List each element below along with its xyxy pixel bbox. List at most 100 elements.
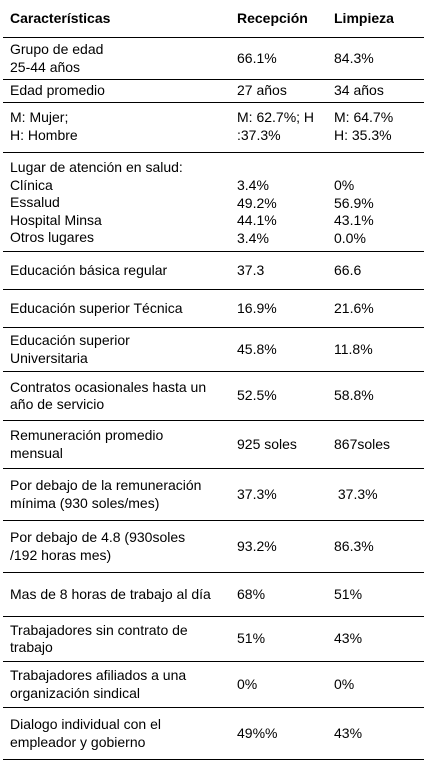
table-row: Educación superior Técnica 16.9% 21.6% [3, 290, 424, 328]
table-cell: Educación superior Universitaria [3, 328, 227, 371]
table-row: Dialogo individual con el empleador y gob… [3, 708, 424, 760]
table-cell: Lugar de atención en salud: Clínica Essalu… [3, 153, 227, 251]
table-cell: Edad promedio [3, 80, 227, 102]
table-cell: Contratos ocasionales hasta un año de ser… [3, 372, 227, 420]
cell-text: :37.3% [237, 126, 281, 143]
cell-text: Por debajo de la remuneración [10, 477, 202, 493]
table-cell: Remuneración promedio mensual [3, 421, 227, 468]
table-cell: Educación básica regular [3, 252, 227, 289]
cell-text: 34 años [334, 82, 384, 99]
cell-text: H: 35.3% [334, 126, 392, 143]
cell-text: 84.3% [334, 49, 374, 66]
header-cell: Limpieza [334, 9, 394, 26]
table-row: Educación básica regular 37.3 66.6 [3, 252, 424, 290]
table-cell: 0% [325, 662, 424, 707]
cell-text: 3.4% [237, 229, 269, 246]
cell-text: Grupo de edad [10, 41, 104, 57]
table-cell: 43% [325, 617, 424, 661]
cell-text: 49%% [237, 724, 278, 741]
cell-text: empleador y gobierno [10, 733, 146, 750]
cell-text: Por debajo de 4.8 (930soles [10, 529, 186, 545]
table-cell: M: Mujer; H: Hombre [3, 103, 227, 152]
table-cell: 68% [227, 573, 325, 616]
cell-text: organización sindical [10, 684, 140, 701]
header-cell: Características [10, 9, 111, 26]
cell-text: 86.3% [334, 537, 374, 554]
cell-text: Essalud [10, 194, 60, 210]
table-cell: Trabajadores sin contrato de trabajo [3, 617, 227, 661]
cell-text: 49.2% [237, 194, 277, 211]
cell-text: 925 soles [237, 435, 297, 452]
cell-text: 43% [334, 724, 363, 741]
cell-text: Lugar de atención en salud: [10, 159, 183, 175]
table-cell: Por debajo de la remuneración mínima (930… [3, 469, 227, 520]
table-row: Mas de 8 horas de trabajo al día 68% 51% [3, 573, 424, 617]
cell-text: 68% [237, 585, 266, 602]
cell-text: Clínica [10, 176, 53, 193]
table-row: Remuneración promedio mensual 925 soles 867… [3, 421, 424, 469]
cell-text: 66.1% [237, 49, 277, 66]
table-cell: 66.1% [227, 38, 325, 79]
table-cell: 16.9% [227, 290, 325, 327]
cell-text: 0% [334, 177, 355, 193]
cell-text: año de servicio [10, 396, 105, 412]
cell-text: Edad promedio [10, 82, 105, 99]
table-cell: 3.4% 49.2% 44.1% 3.4% [227, 153, 325, 251]
header-cell: Recepción [237, 9, 308, 26]
table-cell: 37.3% [227, 469, 325, 520]
cell-text: 37.3% [334, 485, 378, 502]
cell-text: 25-44 años [10, 58, 81, 75]
table-cell: 45.8% [227, 328, 325, 371]
cell-text: 3.4% [237, 177, 269, 193]
cell-text: Remuneración promedio [10, 427, 164, 443]
cell-text: 0% [237, 675, 258, 692]
table-row: Contratos ocasionales hasta un año de ser… [3, 372, 424, 421]
table-cell: 86.3% [325, 521, 424, 572]
table-cell: 867soles [325, 421, 424, 468]
table-row: Trabajadores afiliados a una organización… [3, 662, 424, 708]
table-cell: Trabajadores afiliados a una organización… [3, 662, 227, 707]
table-cell: Grupo de edad 25-44 años [3, 38, 227, 79]
cell-text: 867soles [334, 435, 391, 452]
table-row: Lugar de atención en salud: Clínica Essalu… [3, 153, 424, 252]
cell-text: mínima (930 soles/mes) [10, 494, 160, 511]
cell-text: 43% [334, 630, 363, 647]
table-cell: 37.3% [325, 469, 424, 520]
table-cell: 66.6 [325, 252, 424, 289]
cell-text: trabajo [10, 639, 53, 655]
cell-text: M: Mujer; [10, 109, 69, 125]
table-row: M: Mujer; H: Hombre M: 62.7%; H:37.3% M: 64… [3, 103, 424, 153]
table-cell: Por debajo de 4.8 (930soles/192 horas me… [3, 521, 227, 572]
table-cell: 52.5% [227, 372, 325, 420]
table-row: Por debajo de la remuneración mínima (930… [3, 469, 424, 521]
table-cell: 11.8% [325, 328, 424, 371]
table-row: Trabajadores sin contrato de trabajo 51% 43… [3, 617, 424, 662]
cell-text: Hospital Minsa [10, 211, 102, 228]
table-cell: 0% 56.9% 43.1% 0.0% [325, 153, 424, 251]
table-cell: M: 64.7% H: 35.3% [325, 103, 424, 152]
cell-text: 16.9% [237, 299, 277, 316]
cell-text: Dialogo individual con el [10, 716, 161, 732]
cell-text: Educación básica regular [10, 261, 168, 278]
cell-text: 21.6% [334, 299, 374, 316]
cell-text: 66.6 [334, 261, 362, 278]
table-cell: 21.6% [325, 290, 424, 327]
cell-text: Contratos ocasionales hasta un [10, 378, 207, 395]
table-cell: Dialogo individual con el empleador y gob… [3, 708, 227, 759]
cell-text: 44.1% [237, 212, 277, 228]
cell-text: 93.2% [237, 537, 277, 554]
cell-text: Otros lugares [10, 229, 95, 245]
table-cell: 37.3 [227, 252, 325, 289]
table-cell: M: 62.7%; H:37.3% [227, 103, 325, 152]
cell-text: 11.8% [334, 340, 373, 357]
cell-text: /192 horas mes) [10, 546, 112, 563]
cell-text: Trabajadores sin contrato de [10, 621, 188, 638]
cell-text: 37.3% [237, 485, 277, 502]
table-cell: 925 soles [227, 421, 325, 468]
cell-text: Trabajadores afiliados a una [10, 667, 187, 683]
cell-text: 27 años [237, 82, 287, 99]
table-row: Por debajo de 4.8 (930soles/192 horas me… [3, 521, 424, 573]
cell-text: 43.1% [334, 212, 374, 228]
cell-text: Universitaria [10, 349, 88, 366]
